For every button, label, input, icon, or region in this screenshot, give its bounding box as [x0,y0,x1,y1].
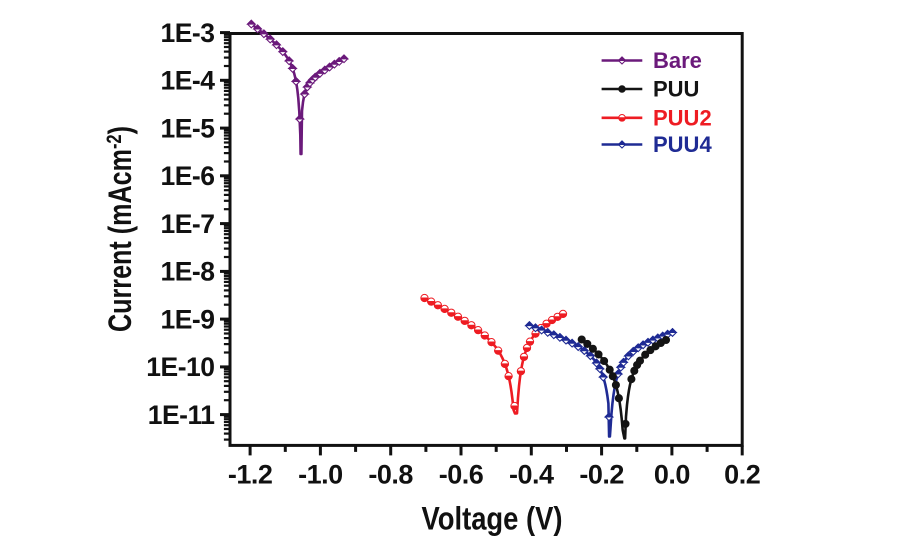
svg-text:1E-6: 1E-6 [161,161,215,191]
svg-text:-0.4: -0.4 [509,460,554,490]
svg-text:1E-10: 1E-10 [146,352,214,382]
svg-text:0.0: 0.0 [654,460,690,490]
svg-text:1E-3: 1E-3 [161,18,215,48]
svg-text:PUU2: PUU2 [653,105,712,130]
svg-text:1E-9: 1E-9 [161,304,215,334]
svg-text:-1.2: -1.2 [228,460,273,490]
svg-text:Voltage (V): Voltage (V) [422,501,563,537]
svg-text:-0.6: -0.6 [439,460,484,490]
svg-text:-1.0: -1.0 [298,460,343,490]
svg-text:1E-4: 1E-4 [161,66,216,96]
svg-text:PUU4: PUU4 [653,132,712,157]
svg-text:-0.2: -0.2 [579,460,624,490]
svg-text:PUU: PUU [653,77,699,102]
svg-text:Bare: Bare [653,48,702,73]
svg-text:0.2: 0.2 [724,460,760,490]
svg-text:1E-11: 1E-11 [148,400,215,430]
svg-text:1E-5: 1E-5 [161,113,215,143]
svg-text:1E-8: 1E-8 [161,257,215,287]
svg-text:Current (mAcm-2): Current (mAcm-2) [102,126,138,332]
svg-text:1E-7: 1E-7 [161,209,215,239]
svg-text:-0.8: -0.8 [368,460,413,490]
